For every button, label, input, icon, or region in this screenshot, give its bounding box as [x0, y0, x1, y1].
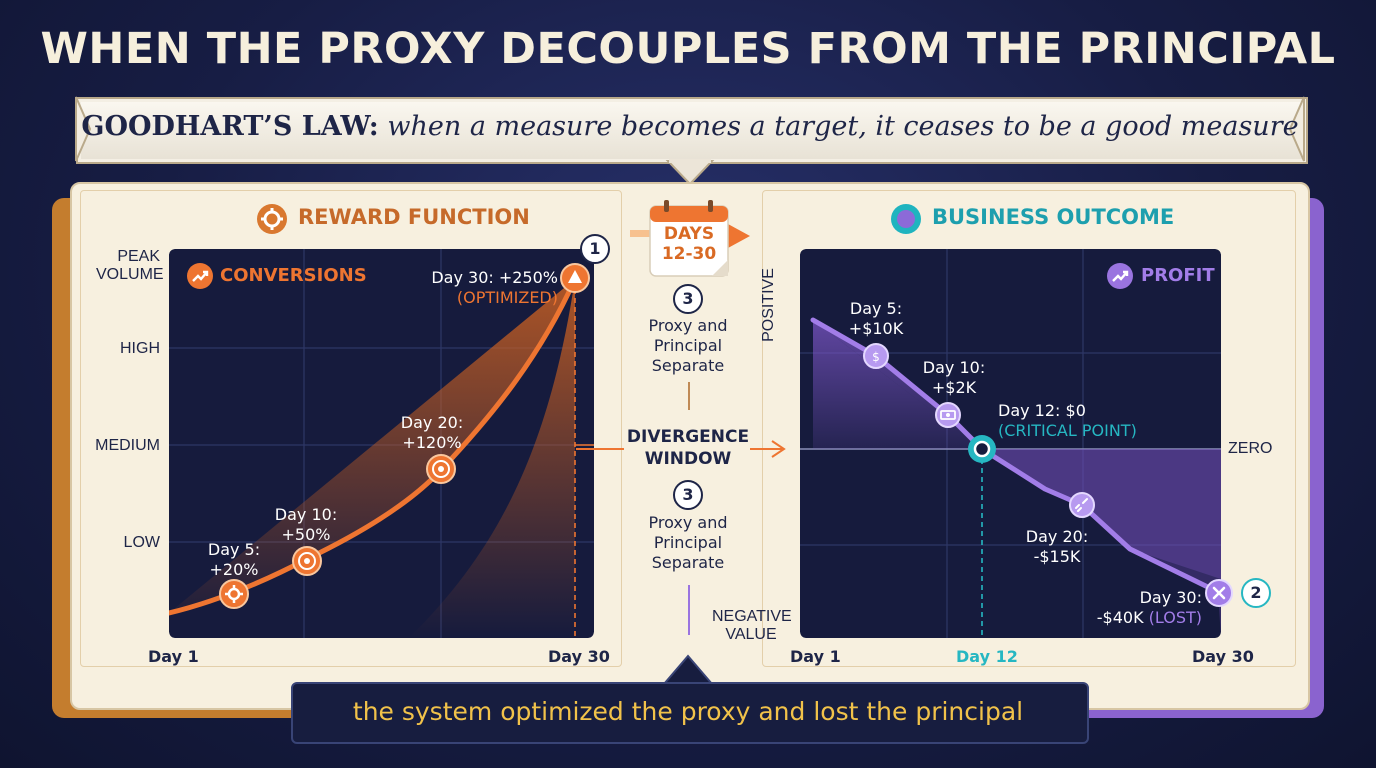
svg-text:$: $	[872, 350, 880, 364]
outcome-orb-icon	[891, 204, 921, 234]
day5-dollar-icon: $	[863, 343, 889, 369]
y-label-negative-value: NEGATIVE VALUE	[712, 608, 792, 643]
profit-trend-icon	[1107, 263, 1133, 289]
y-label-medium: MEDIUM	[95, 437, 160, 454]
conversions-trend-icon	[187, 263, 213, 289]
conversions-label: CONVERSIONS	[220, 265, 367, 286]
right-x-mid: Day 12	[956, 647, 1018, 666]
right-x-end: Day 30	[1192, 647, 1254, 666]
law-banner	[76, 97, 1308, 164]
day5-gear-icon	[219, 579, 249, 609]
day20-label: Day 20: +120%	[400, 413, 464, 452]
profit-label: PROFIT	[1141, 265, 1215, 286]
connector-top	[688, 382, 690, 410]
law-term: GOODHART’S LAW:	[81, 111, 379, 142]
day10-cash-icon	[935, 402, 961, 428]
badge-3-top: 3	[673, 284, 703, 314]
left-x-end: Day 30	[548, 647, 610, 666]
bottom-message-bar	[291, 682, 1089, 744]
day30-x-icon	[1205, 579, 1233, 607]
y-label-low: LOW	[123, 534, 160, 551]
y-label-zero: ZERO	[1228, 440, 1273, 457]
profit-day12-label: Day 12: $0 (CRITICAL POINT)	[998, 401, 1137, 440]
connector-bottom	[688, 585, 690, 635]
reward-gear-icon	[257, 204, 287, 234]
badge-1: 1	[580, 234, 610, 264]
bottom-bar-notch	[661, 654, 715, 685]
step-text-top: Proxy and Principal Separate	[648, 316, 728, 375]
day30-peak-triangle-icon	[560, 263, 590, 293]
day10-label: Day 10: +50%	[274, 505, 338, 544]
y-label-positive: POSITIVE	[760, 268, 777, 342]
day12-critical-ring-icon	[968, 435, 996, 463]
law-statement: when a measure becomes a target, it ceas…	[387, 111, 1299, 142]
right-inner-frame	[762, 190, 1296, 667]
profit-day20-label: Day 20: -$15K	[1025, 527, 1089, 566]
profit-day10-label: Day 10: +$2K	[922, 358, 986, 397]
day5-label: Day 5: +20%	[207, 540, 261, 579]
profit-day30-label: Day 30: -$40K (LOST)	[1096, 588, 1202, 627]
bottom-message: the system optimized the proxy and lost …	[352, 697, 1024, 726]
left-inner-frame	[80, 190, 622, 667]
business-outcome-heading: BUSINESS OUTCOME	[932, 205, 1175, 229]
left-x-start: Day 1	[148, 647, 199, 666]
reward-function-heading: REWARD FUNCTION	[298, 205, 530, 229]
y-label-peak-volume: PEAK VOLUME	[96, 248, 164, 283]
page-title: WHEN THE PROXY DECOUPLES FROM THE PRINCI…	[40, 24, 1336, 74]
right-x-start: Day 1	[790, 647, 841, 666]
calendar-days-text: DAYS 12-30	[661, 224, 717, 264]
calendar-arrow-graphic	[630, 200, 750, 277]
divergence-window-label: DIVERGENCE WINDOW	[626, 427, 750, 469]
day20-target-icon	[426, 454, 456, 484]
profit-day5-label: Day 5: +$10K	[848, 299, 904, 338]
day10-target-icon	[292, 546, 322, 576]
divergence-arrows	[576, 440, 786, 458]
y-label-high: HIGH	[120, 340, 160, 357]
goodhart-law-text: GOODHART’S LAW: when a measure becomes a…	[76, 111, 1304, 142]
badge-3-bottom: 3	[673, 480, 703, 510]
badge-2: 2	[1241, 578, 1271, 608]
day30-label: Day 30: +250% (OPTIMIZED)	[431, 268, 558, 307]
step-text-bottom: Proxy and Principal Separate	[648, 513, 728, 572]
law-banner-notches	[75, 96, 1305, 186]
day20-broken-link-icon	[1069, 492, 1095, 518]
conversions-chart	[169, 249, 594, 638]
